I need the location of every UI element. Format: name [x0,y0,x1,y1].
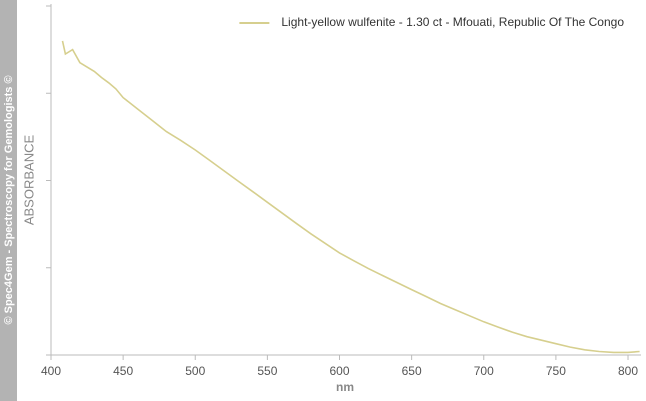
legend-label: Light-yellow wulfenite - 1.30 ct - Mfoua… [281,15,624,29]
watermark: © Spec4Gem - Spectroscopy for Gemologist… [3,75,15,324]
x-tick-label: 600 [329,364,349,378]
x-tick-label: 400 [41,364,61,378]
x-tick-label: 550 [257,364,277,378]
x-tick-label: 800 [618,364,638,378]
x-tick-label: 450 [113,364,133,378]
x-tick-label: 750 [546,364,566,378]
x-tick-label: 500 [185,364,205,378]
watermark-bar [0,0,17,401]
y-axis-label: ABSORBANCE [21,135,36,226]
series-line [61,40,640,354]
x-axis-label: nm [336,380,354,394]
x-tick-label: 700 [474,364,494,378]
x-tick-label: 650 [402,364,422,378]
